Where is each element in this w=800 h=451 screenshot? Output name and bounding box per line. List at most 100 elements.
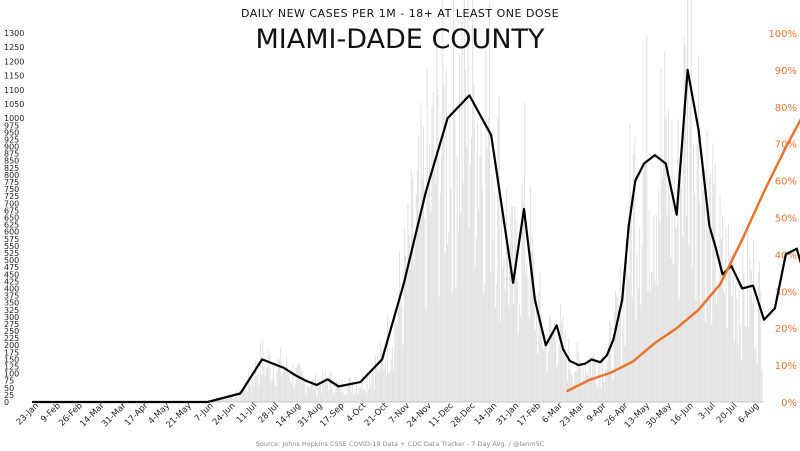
daily-case-bar (384, 360, 386, 402)
y-tick-label: 350 (4, 299, 19, 308)
daily-case-bar (730, 254, 732, 402)
daily-case-bar (625, 238, 627, 402)
daily-case-bar (497, 118, 499, 402)
daily-case-bar (717, 293, 719, 402)
daily-case-bar (558, 344, 560, 402)
y-tick-label: 300 (4, 313, 19, 322)
daily-case-bar (233, 399, 235, 402)
daily-case-bar (442, 0, 444, 403)
daily-case-bar (364, 388, 366, 402)
daily-case-bar (537, 354, 539, 402)
daily-case-bar (515, 218, 517, 402)
y-tick-label: 1150 (4, 72, 24, 81)
daily-case-bar (605, 368, 607, 402)
daily-case-bar (413, 263, 415, 402)
daily-case-bar (683, 34, 685, 403)
source-note: Source: Johns Hopkins CSSE COVID-19 Data… (256, 440, 545, 448)
daily-case-bar (450, 188, 452, 402)
daily-case-bar (221, 397, 223, 402)
daily-case-bar (360, 387, 362, 402)
daily-case-bar (228, 399, 230, 402)
daily-case-bar (733, 341, 735, 402)
daily-case-bar (457, 231, 459, 402)
daily-case-bar (378, 371, 380, 402)
daily-case-bar (720, 238, 722, 402)
daily-case-bar (426, 68, 428, 402)
daily-case-bar (388, 372, 390, 402)
y-tick-label: 1300 (4, 29, 24, 38)
daily-case-bar (631, 297, 633, 402)
y-tick-label: 1000 (4, 114, 24, 123)
daily-case-bar (222, 397, 224, 402)
chart-title: MIAMI-DADE COUNTY (256, 24, 546, 55)
daily-case-bar (481, 185, 483, 402)
daily-case-bar (418, 135, 420, 403)
series-lines (31, 68, 800, 404)
daily-case-bar (619, 265, 621, 402)
daily-case-bar (429, 144, 431, 402)
daily-case-bar (261, 375, 263, 402)
daily-case-bar (724, 294, 726, 402)
daily-case-bar (383, 369, 385, 402)
daily-case-bar (294, 383, 296, 402)
daily-case-bar (318, 382, 320, 402)
daily-case-bar (658, 190, 660, 402)
daily-case-bar (502, 267, 504, 402)
daily-case-bar (715, 304, 717, 402)
daily-case-bar (495, 308, 497, 402)
daily-case-bar (544, 335, 546, 402)
vaccination-line (566, 118, 800, 393)
daily-case-bar (353, 394, 355, 402)
y2-tick-label: 50% (775, 214, 797, 225)
daily-case-bar (586, 373, 588, 402)
daily-case-bar (361, 373, 363, 402)
daily-case-bar (700, 302, 702, 402)
left-axis-ticks: 0255075100125150175200225250275300325350… (4, 29, 24, 407)
daily-case-bar (399, 250, 401, 402)
daily-case-bar (277, 358, 279, 402)
daily-case-bar (526, 264, 528, 402)
daily-case-bar (357, 393, 359, 402)
daily-case-bar (443, 85, 445, 403)
daily-case-bar (581, 386, 583, 402)
x-tick-label: 17-Sep (318, 401, 346, 429)
daily-case-bar (612, 380, 614, 402)
y-tick-label: 325 (4, 306, 19, 315)
x-tick-label: 23-Jan (15, 401, 41, 427)
x-tick-label: 6-Aug (737, 401, 762, 426)
daily-case-bar (761, 369, 763, 402)
daily-case-bar (397, 301, 399, 402)
y-tick-label: 875 (4, 150, 19, 159)
daily-case-bar (760, 292, 762, 402)
daily-case-bar (721, 215, 723, 402)
daily-case-bar (394, 308, 396, 402)
daily-case-bar (359, 389, 361, 402)
daily-case-bar (666, 215, 668, 402)
daily-case-bar (408, 235, 410, 402)
daily-case-bar (496, 283, 498, 402)
daily-case-bar (696, 143, 698, 402)
daily-case-bar (438, 296, 440, 402)
daily-case-bar (436, 45, 438, 402)
daily-case-bar (617, 297, 619, 402)
daily-case-bar (303, 375, 305, 402)
daily-case-bar (253, 385, 255, 402)
daily-case-bar (630, 194, 632, 402)
daily-case-bar (469, 163, 471, 402)
cases-line (31, 68, 800, 404)
daily-case-bar (373, 389, 375, 402)
daily-case-bar (474, 266, 476, 402)
daily-case-bar (217, 399, 219, 402)
daily-case-bar (317, 388, 319, 402)
daily-case-bar (377, 353, 379, 402)
daily-case-bar (667, 110, 669, 403)
daily-case-bar (707, 230, 709, 402)
daily-case-bar (467, 0, 469, 403)
daily-case-bar (689, 106, 691, 403)
daily-case-bar (669, 194, 671, 402)
daily-case-bar (389, 372, 391, 402)
daily-case-bar (527, 278, 529, 402)
daily-case-bar (652, 271, 654, 402)
daily-case-bar (395, 321, 397, 402)
daily-case-bar (273, 367, 275, 402)
